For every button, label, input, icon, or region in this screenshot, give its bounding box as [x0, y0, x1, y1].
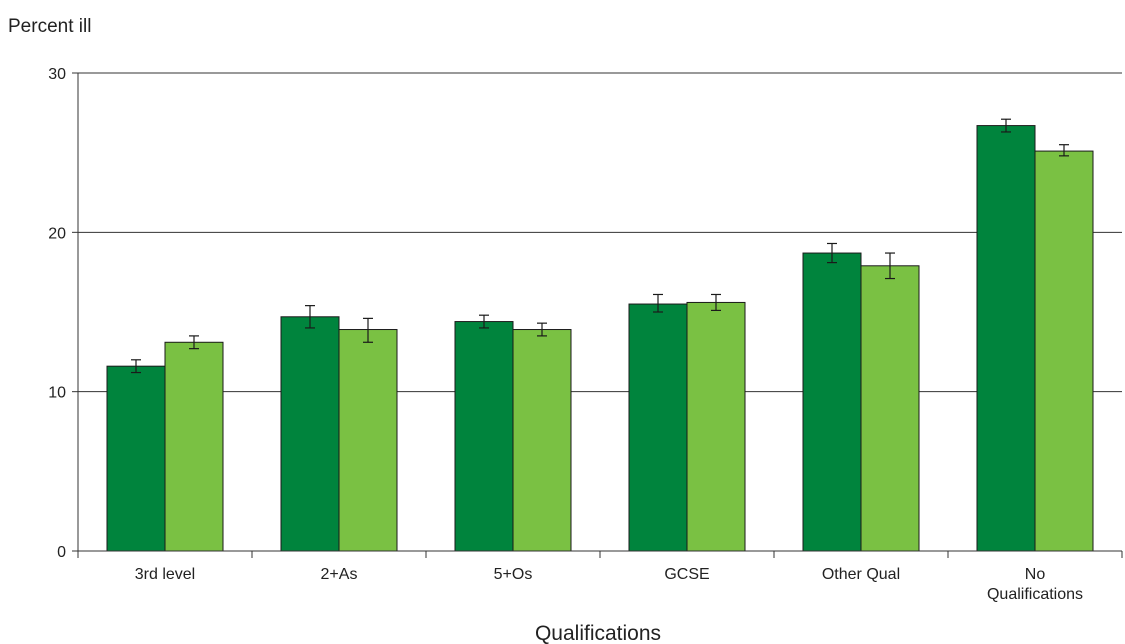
x-tick-label: 5+Os — [494, 566, 533, 583]
bar — [454, 321, 514, 552]
bar — [686, 301, 746, 552]
y-tick-label: 20 — [48, 225, 66, 242]
y-tick-label: 10 — [48, 385, 66, 402]
bar — [860, 265, 920, 552]
bar — [628, 303, 688, 552]
bar — [1034, 150, 1094, 552]
x-axis-title: Qualifications — [535, 622, 661, 644]
gridlines — [78, 72, 1122, 393]
y-tick-label: 30 — [48, 66, 66, 83]
x-tick-label: 3rd level — [135, 566, 195, 583]
y-axis-title: Percent ill — [8, 16, 91, 37]
bar — [976, 125, 1036, 552]
x-tick-label: Other Qual — [822, 566, 900, 583]
bar — [512, 329, 572, 552]
x-tick-label: No Qualifications — [987, 566, 1083, 603]
x-tick-label: 2+As — [321, 566, 358, 583]
bars — [106, 125, 1094, 552]
x-axis-ticks: 3rd level 2+As 5+Os GCSE Other Qual No Qualifi… — [77, 551, 1123, 603]
x-axis — [77, 73, 1122, 552]
bar — [106, 365, 166, 552]
bar — [164, 341, 224, 552]
bar — [280, 316, 340, 552]
y-axis-ticks: 0 10 20 30 — [48, 66, 78, 561]
bar — [338, 329, 398, 552]
x-tick-label: GCSE — [664, 566, 709, 583]
error-bars — [131, 118, 1069, 374]
bar — [802, 252, 862, 552]
y-tick-label: 0 — [57, 544, 66, 561]
